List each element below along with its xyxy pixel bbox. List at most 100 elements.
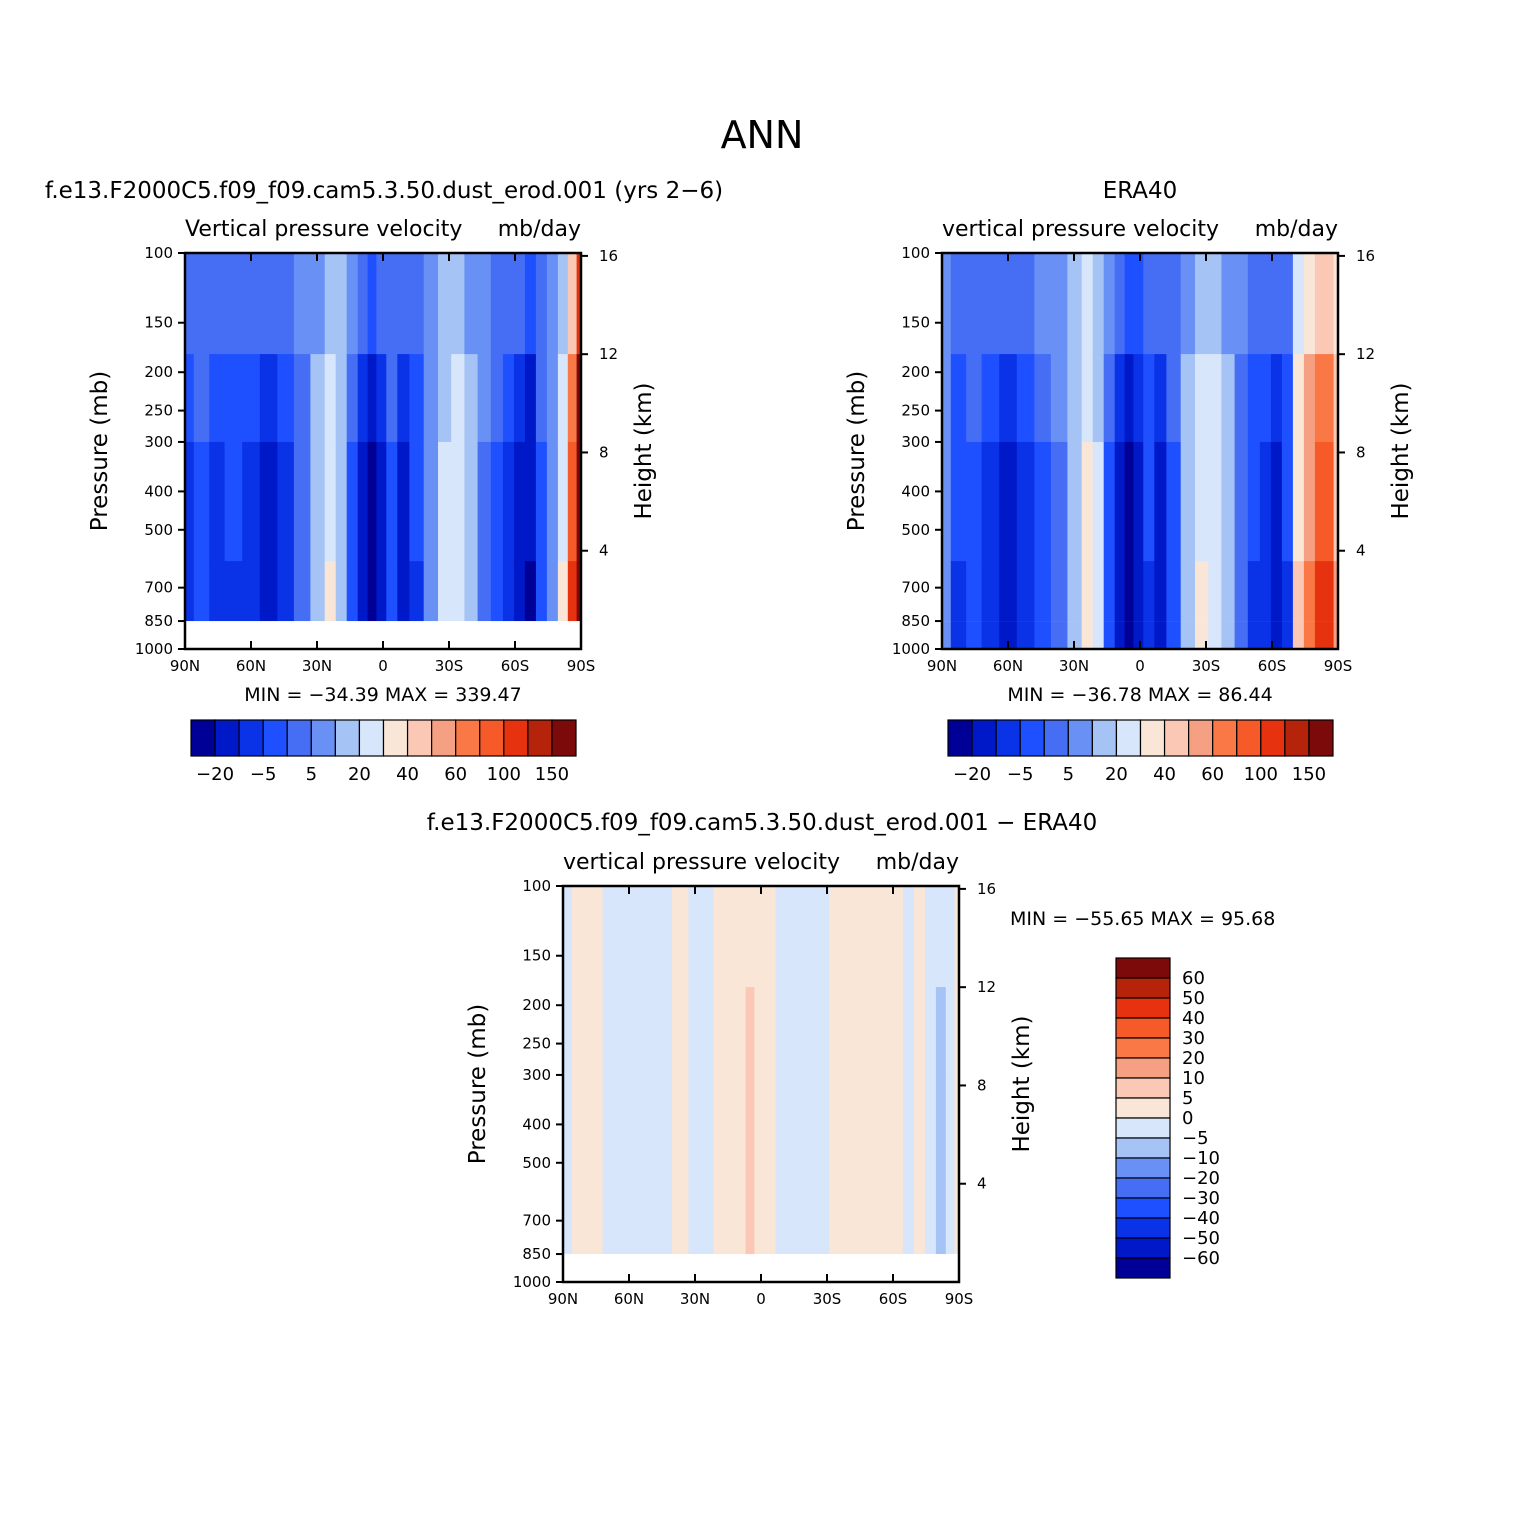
contour-cell (1259, 354, 1272, 443)
contour-cell (546, 253, 559, 355)
x-tick-label: 30N (302, 657, 332, 675)
contour-cell (1103, 441, 1116, 562)
y2-tick-label: 12 (1356, 345, 1375, 363)
colorbar-swatch (334, 719, 361, 757)
contour-cell (357, 441, 369, 562)
contour-cell (902, 886, 915, 988)
contour-cell (571, 886, 588, 988)
contour-cell (1166, 441, 1182, 562)
colorbar-swatch (1043, 719, 1069, 757)
colorbar-swatch (286, 719, 312, 757)
contour-cell (1067, 621, 1083, 649)
y-tick-label: 300 (522, 1066, 551, 1084)
y-tick-label: 700 (901, 579, 930, 597)
contour-cell (563, 1074, 573, 1195)
colorbar-swatch (1115, 1037, 1171, 1059)
contour-cell (259, 441, 278, 562)
contour-cell (655, 886, 673, 988)
contour-cell (999, 561, 1018, 622)
contour-cell (954, 1074, 960, 1195)
colorbar-swatch (1115, 1057, 1171, 1079)
contour-cell (576, 253, 582, 355)
contour-cell (1303, 253, 1316, 355)
contour-cell (277, 253, 295, 355)
field-label: vertical pressure velocity (942, 217, 1219, 242)
contour-cell (1292, 561, 1305, 622)
contour-cell (1221, 253, 1236, 355)
colorbar-swatch (1115, 1177, 1171, 1199)
contour-cell (1050, 441, 1068, 562)
contour-cell (1333, 441, 1339, 562)
contour-cell (1124, 253, 1134, 355)
contour-cell (277, 354, 295, 443)
contour-cell (724, 886, 737, 988)
contour-cell (409, 253, 425, 355)
contour-cell (1092, 441, 1105, 562)
contour-cell (842, 886, 857, 988)
contour-cell (950, 253, 967, 355)
contour-cell (324, 441, 337, 562)
colorbar-swatch (310, 719, 336, 757)
y-tick-label: 200 (144, 363, 173, 381)
contour-cell (1114, 621, 1126, 649)
contour-cell (1133, 621, 1144, 649)
contour-cell (386, 441, 398, 562)
contour-cell (688, 1194, 704, 1255)
contour-cell (1333, 621, 1339, 649)
contour-cell (1154, 354, 1167, 443)
contour-cell (954, 1194, 960, 1255)
contour-cell (209, 354, 226, 443)
contour-cell (1221, 561, 1236, 622)
x-axis: 90N 60N 30N 0 30S 60S 90S (548, 886, 973, 1308)
contour-cell (1143, 354, 1155, 443)
contour-cell (1270, 621, 1283, 649)
contour-cell (502, 561, 515, 622)
contour-cell (1133, 354, 1144, 443)
colorbar: −20 −5 5 20 40 60 100 150 (947, 719, 1334, 785)
contour-cell (1195, 253, 1209, 355)
contour-cell (386, 354, 398, 443)
contour-cell (477, 561, 492, 622)
contour-cell (950, 561, 967, 622)
contour-cell (966, 441, 983, 562)
contour-cell (1034, 561, 1052, 622)
contour-cell (1314, 621, 1326, 649)
y2-tick-label: 8 (977, 1076, 987, 1094)
contour-cell (409, 441, 425, 562)
colorbar-swatch (1115, 1117, 1171, 1139)
y-axis: 100 150 200 250 300 400 500 700 850 1000 Pressure … (465, 877, 563, 1291)
contour-cell (981, 621, 1000, 649)
colorbar-label: 20 (348, 764, 371, 785)
colorbar-swatch (406, 719, 433, 757)
contour-cell (1103, 354, 1116, 443)
contour-cell (1281, 441, 1294, 562)
contour-cell (477, 441, 492, 562)
contour-cell (1124, 441, 1134, 562)
contour-cell (816, 1074, 830, 1195)
contour-cell (567, 441, 578, 562)
contour-cell (576, 441, 582, 562)
contour-cell (209, 441, 226, 562)
y2-tick-label: 16 (599, 247, 618, 265)
contour-cell (1247, 253, 1261, 355)
x-tick-label: 60N (614, 1290, 644, 1308)
contour-cell (1333, 354, 1339, 443)
contour-cell (880, 886, 893, 988)
contour-cell (185, 354, 195, 443)
contour-cell (477, 253, 492, 355)
contour-cell (842, 1074, 857, 1195)
contour-cell (423, 441, 439, 562)
colorbar-swatch (1115, 1157, 1171, 1179)
contour-cell (1081, 621, 1094, 649)
colorbar-swatch (1115, 957, 1171, 979)
contour-cell (1292, 354, 1305, 443)
contour-cell (1081, 253, 1094, 355)
contour-cell (1281, 354, 1294, 443)
contour-cell (1303, 561, 1316, 622)
colorbar-swatch (479, 719, 505, 757)
contour-cell (224, 561, 243, 622)
contour-cell (924, 886, 937, 988)
colorbar-swatch (1091, 719, 1118, 757)
